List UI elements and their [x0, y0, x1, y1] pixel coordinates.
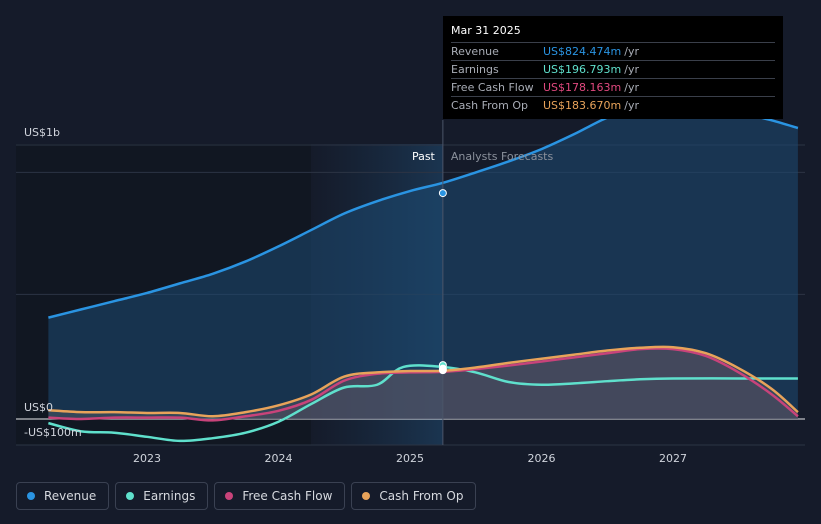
- series-area-free-cash-flow: [48, 348, 798, 421]
- tooltip-value: US$178.163m: [543, 81, 622, 94]
- tooltip-row-free-cash-flow: Free Cash Flow US$178.163m /yr: [451, 78, 775, 96]
- x-tick-label: 2023: [133, 452, 161, 465]
- tooltip-row-revenue: Revenue US$824.474m /yr: [451, 42, 775, 60]
- tooltip-unit: /yr: [624, 81, 639, 94]
- legend-item-earnings[interactable]: Earnings: [115, 482, 209, 510]
- series-line-earnings: [48, 364, 798, 443]
- legend-dot-icon: [362, 492, 371, 500]
- tooltip-value: US$196.793m: [543, 63, 622, 76]
- legend-label: Revenue: [44, 489, 97, 503]
- legend-label: Cash From Op: [379, 489, 464, 503]
- tooltip-label: Earnings: [451, 63, 499, 76]
- y-axis-negative-label: -US$100m: [24, 426, 82, 439]
- tooltip-unit: /yr: [624, 45, 639, 58]
- tooltip-unit: /yr: [624, 63, 639, 76]
- tooltip-value: US$824.474m: [543, 45, 622, 58]
- tooltip-date: Mar 31 2025: [451, 24, 521, 37]
- tooltip-row-earnings: Earnings US$196.793m /yr: [451, 60, 775, 78]
- legend-dot-icon: [126, 492, 135, 500]
- legend-label: Earnings: [143, 489, 196, 503]
- legend-item-revenue[interactable]: Revenue: [16, 482, 110, 510]
- tooltip: Mar 31 2025 Revenue US$824.474m /yr Earn…: [443, 16, 783, 119]
- series-area-cash-from-op: [48, 346, 798, 419]
- legend-label: Free Cash Flow: [242, 489, 333, 503]
- tooltip-unit: /yr: [624, 99, 639, 112]
- series-line-cash-from-op: [48, 345, 799, 418]
- series-area-revenue: [48, 104, 798, 419]
- tooltip-label: Cash From Op: [451, 99, 529, 112]
- marker-revenue: [438, 189, 447, 198]
- legend: Revenue Earnings Free Cash Flow Cash Fro…: [16, 482, 477, 512]
- marker-cash-from-op: [438, 364, 447, 373]
- tooltip-row-cash-from-op: Cash From Op US$183.670m /yr: [451, 96, 775, 114]
- past-label: Past: [412, 150, 436, 163]
- tooltip-label: Revenue: [451, 45, 499, 58]
- x-tick-label: 2025: [396, 452, 424, 465]
- legend-dot-icon: [225, 492, 234, 500]
- tooltip-label: Free Cash Flow: [451, 81, 534, 94]
- forecast-label: Analysts Forecasts: [451, 150, 554, 163]
- legend-item-free-cash-flow[interactable]: Free Cash Flow: [214, 482, 346, 510]
- legend-item-cash-from-op[interactable]: Cash From Op: [351, 482, 477, 510]
- tooltip-value: US$183.670m: [543, 99, 622, 112]
- y-axis-zero-label: US$0: [24, 401, 53, 414]
- y-axis-top-label: US$1b: [24, 126, 60, 139]
- x-tick-label: 2026: [528, 452, 556, 465]
- x-tick-label: 2024: [265, 452, 293, 465]
- legend-dot-icon: [27, 492, 35, 500]
- x-tick-label: 2027: [659, 452, 687, 465]
